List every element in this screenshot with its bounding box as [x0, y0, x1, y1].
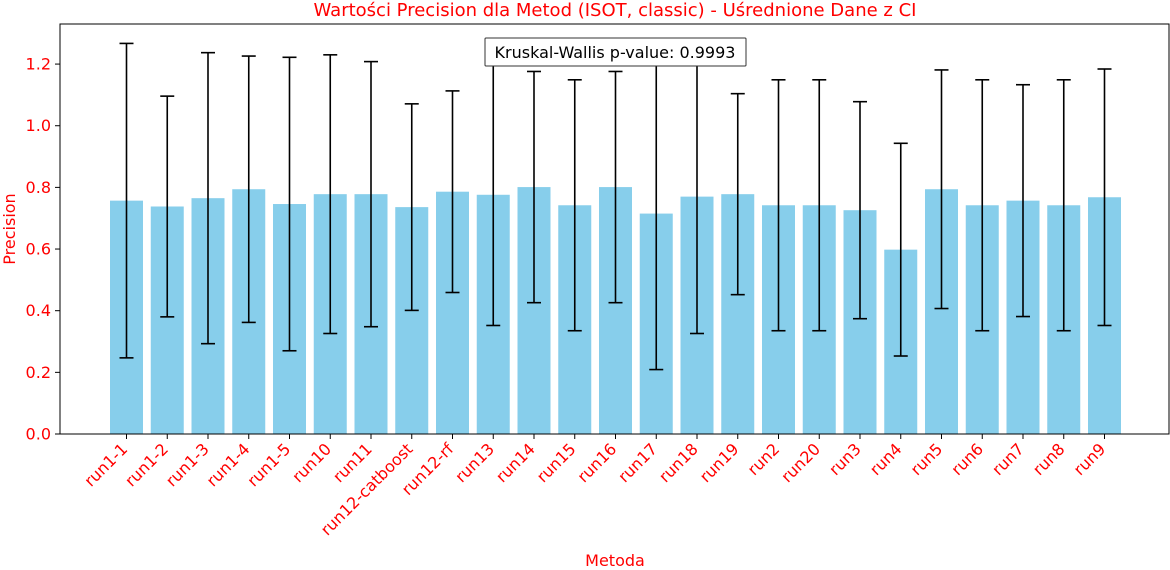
y-axis: 0.0 0.2 0.4 0.6 0.8 1.0 1.2 [26, 55, 60, 444]
errorbar-run1-5 [282, 56, 297, 352]
errorbar-run6 [975, 78, 990, 332]
x-tick-label-run1-3: run1-3 [162, 439, 213, 490]
kruskal-wallis-annotation: Kruskal-Wallis p-value: 0.9993 [495, 43, 736, 62]
x-tick-label-run1-2: run1-2 [121, 439, 172, 490]
x-tick-label-run5: run5 [907, 439, 947, 479]
x-tick-label-run6: run6 [947, 439, 987, 479]
errorbar-run12-catboost [404, 103, 419, 312]
x-tick-label-run20: run20 [777, 439, 824, 486]
y-tick-label: 1.0 [26, 116, 51, 135]
errorbar-run9 [1097, 68, 1112, 327]
errorbar-run1-1 [119, 42, 134, 359]
errorbar-run10 [323, 54, 338, 335]
x-tick-label-run13: run13 [451, 439, 498, 486]
x-tick-label-run1-4: run1-4 [203, 439, 254, 490]
x-tick-label-run4: run4 [866, 439, 906, 479]
errorbar-run1-4 [241, 55, 256, 324]
errorbar-run12-rf [445, 90, 460, 294]
y-tick-label: 1.2 [26, 55, 51, 74]
errorbar-run3 [853, 100, 867, 320]
errorbar-run1-2 [160, 95, 175, 318]
x-tick-label-run1-5: run1-5 [243, 439, 294, 490]
errorbar-run11 [364, 60, 378, 328]
x-tick-label-run16: run16 [574, 439, 621, 486]
y-tick-label: 0.2 [26, 363, 51, 382]
y-tick-label: 0.0 [26, 425, 51, 444]
y-tick-label: 0.4 [26, 301, 51, 320]
x-tick-label-run19: run19 [696, 439, 743, 486]
x-axis-label: Metoda [585, 551, 645, 570]
errorbar-run14 [527, 70, 541, 304]
x-tick-label-run14: run14 [492, 439, 539, 486]
chart-title: Wartości Precision dla Metod (ISOT, clas… [314, 0, 917, 21]
x-tick-label-run18: run18 [655, 439, 702, 486]
plot-frame [59, 23, 1170, 435]
y-tick-label: 0.6 [26, 240, 51, 259]
errorbar-run8 [1056, 78, 1071, 332]
x-tick-label-run9: run9 [1070, 439, 1110, 479]
errorbar-run16 [608, 70, 623, 304]
errorbar-run20 [812, 78, 827, 332]
errorbar-run5 [934, 69, 949, 310]
x-tick-label-run1-1: run1-1 [80, 439, 131, 490]
errorbar-run7 [1016, 83, 1030, 318]
x-tick-label-run15: run15 [533, 439, 580, 486]
plot-area [110, 42, 1121, 434]
y-axis-label: Precision [0, 193, 19, 264]
errorbar-run19 [730, 92, 745, 296]
x-tick-label-run7: run7 [988, 439, 1028, 479]
x-tick-label-run8: run8 [1029, 439, 1069, 479]
annotation-box: Kruskal-Wallis p-value: 0.9993 [484, 37, 747, 67]
y-tick-label: 0.8 [26, 178, 51, 197]
errorbar-run15 [567, 78, 582, 332]
x-tick-label-run3: run3 [825, 439, 865, 479]
x-tick-label-run10: run10 [288, 439, 335, 486]
errorbar-run1-3 [201, 51, 215, 345]
errorbar-run4 [893, 142, 908, 357]
x-tick-label-run17: run17 [614, 439, 661, 486]
x-axis: run1-1run1-2run1-3run1-4run1-5run10run11… [80, 434, 1109, 539]
errorbar-run2 [771, 78, 786, 332]
